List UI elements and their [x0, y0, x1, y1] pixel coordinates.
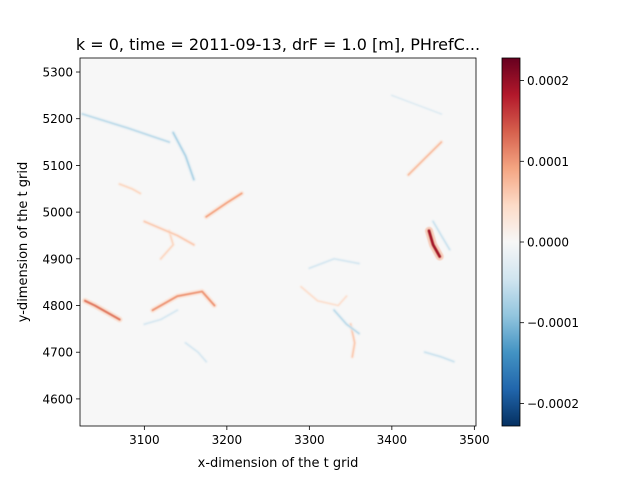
- x-tick-label: 3300: [294, 433, 325, 447]
- x-tick-label: 3500: [459, 433, 490, 447]
- heatmap-feature-12: [333, 309, 360, 335]
- heatmap-feature-0: [427, 229, 442, 259]
- x-axis-label: x-dimension of the t grid: [198, 456, 359, 471]
- colorbar-tick-label: −0.0001: [527, 316, 579, 330]
- heatmap-feature-3: [205, 192, 243, 218]
- y-tick-label: 4800: [42, 299, 73, 313]
- plot-frame: [79, 57, 477, 427]
- heatmap-feature-6: [118, 183, 141, 195]
- y-tick-label: 5000: [42, 206, 73, 220]
- y-tick-label: 4900: [42, 252, 73, 266]
- heatmap-feature-9: [143, 220, 195, 246]
- y-tick-label: 5300: [42, 66, 73, 80]
- heatmap-features: [80, 93, 456, 364]
- heatmap-feature-16: [143, 309, 178, 325]
- colorbar-tick-label: 0.0001: [527, 155, 569, 169]
- heatmap-feature-1: [83, 299, 121, 321]
- heatmap-feature-4: [407, 141, 443, 176]
- colorbar: [501, 57, 521, 427]
- y-axis-label: y-dimension of the t grid: [16, 162, 31, 322]
- x-tick-label: 3100: [129, 433, 160, 447]
- x-tick-label: 3400: [377, 433, 408, 447]
- heatmap-feature-17: [184, 342, 207, 363]
- y-axis-ticks: 4600 4700 4800 4900 5000 5100 5200 5300: [42, 66, 80, 406]
- y-tick-label: 4700: [42, 346, 73, 360]
- colorbar-tick-label: 0.0002: [527, 74, 569, 88]
- colorbar-tick-label: 0.0000: [527, 236, 569, 250]
- x-axis-ticks: 3100 3200 3300 3400 3500: [129, 426, 490, 447]
- heatmap-feature-14: [432, 220, 451, 251]
- heatmap-feature-15: [308, 258, 360, 269]
- plot-background: [80, 58, 476, 426]
- heatmap-feature-11: [81, 113, 170, 143]
- heatmap-feature-8: [300, 286, 348, 307]
- y-tick-label: 5100: [42, 159, 73, 173]
- colorbar-ticks: −0.0002 −0.0001 0.0000 0.0001 0.0002: [520, 74, 579, 411]
- x-tick-label: 3200: [212, 433, 243, 447]
- heatmap-feature-10: [172, 131, 195, 181]
- y-tick-label: 4600: [42, 392, 73, 406]
- heatmap-feature-2: [151, 290, 216, 312]
- colorbar-tick-label: −0.0002: [527, 397, 579, 411]
- heatmap-feature-18: [391, 94, 442, 115]
- chart-title: k = 0, time = 2011-09-13, drF = 1.0 [m],…: [76, 35, 480, 54]
- heatmap-feature-7: [160, 230, 174, 260]
- heatmap-feature-13: [424, 351, 455, 363]
- y-tick-label: 5200: [42, 112, 73, 126]
